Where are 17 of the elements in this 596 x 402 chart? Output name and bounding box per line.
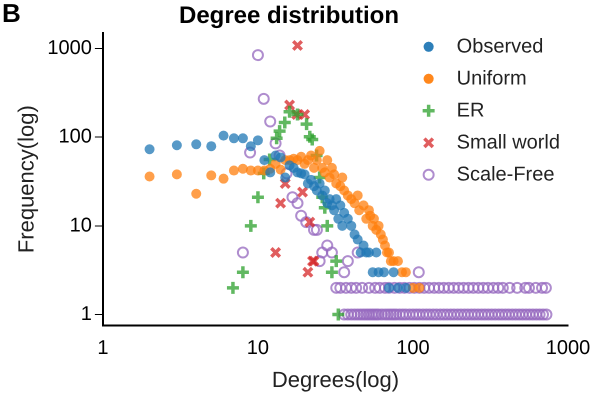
legend-label: Observed xyxy=(456,35,544,58)
y-tick-label: 10 xyxy=(70,214,92,236)
legend-label: ER xyxy=(456,99,484,122)
text: B xyxy=(2,0,21,28)
chart-title: Degree distribution xyxy=(178,2,400,30)
legend-label: Small world xyxy=(456,131,560,154)
x-axis-title: Degrees(log) xyxy=(272,366,400,392)
x-tick-label: 10 xyxy=(246,337,270,360)
y-tick-label: 1 xyxy=(80,303,92,326)
y-tick-label: 100 xyxy=(58,126,92,148)
y-tick-label: 1000 xyxy=(47,36,92,59)
y-axis-title: Frequency(log) xyxy=(13,105,38,254)
x-tick-label: 1000 xyxy=(546,337,590,360)
legend-label: Scale-Free xyxy=(456,163,554,186)
legend-label: Uniform xyxy=(456,67,527,90)
x-tick-label: 100 xyxy=(396,337,430,360)
x-tick-label: 1 xyxy=(97,337,108,360)
